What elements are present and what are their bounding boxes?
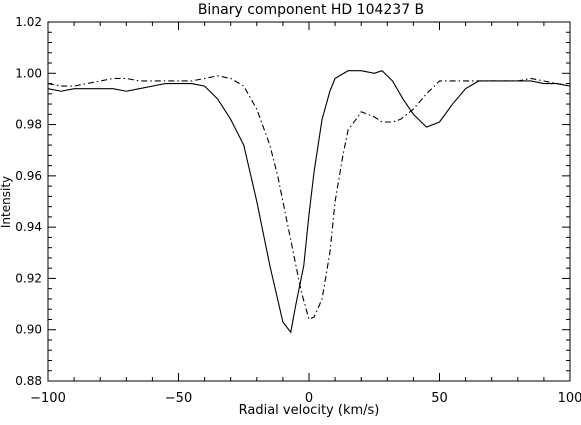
y-tick-label: 0.96 (15, 169, 42, 183)
y-tick-label: 0.90 (15, 323, 42, 337)
y-axis: 0.88 0.90 0.92 0.94 0.96 0.98 1.00 1.02 (15, 15, 570, 388)
x-tick-label: 50 (431, 391, 448, 406)
series-line-1 (47, 70, 571, 334)
series-line-2 (47, 75, 571, 321)
x-tick-label: 100 (558, 391, 581, 406)
chart-title: Binary component HD 104237 B (198, 2, 424, 18)
y-axis-label: Intensity (0, 176, 13, 228)
y-tick-label: 1.00 (15, 66, 42, 80)
series-layer (47, 70, 571, 334)
y-tick-label: 1.02 (15, 15, 42, 29)
y-tick-label: 0.88 (15, 374, 42, 388)
x-tick-label: −100 (30, 391, 66, 406)
x-tick-label: 0 (305, 391, 313, 406)
y-tick-label: 0.98 (15, 118, 42, 132)
y-tick-label: 0.92 (15, 271, 42, 285)
x-axis: −100 −50 0 50 100 (30, 22, 581, 406)
y-tick-label: 0.94 (15, 220, 42, 234)
x-tick-label: −50 (165, 391, 192, 406)
x-axis-label: Radial velocity (km/s) (239, 403, 380, 418)
plot-frame (47, 21, 571, 382)
